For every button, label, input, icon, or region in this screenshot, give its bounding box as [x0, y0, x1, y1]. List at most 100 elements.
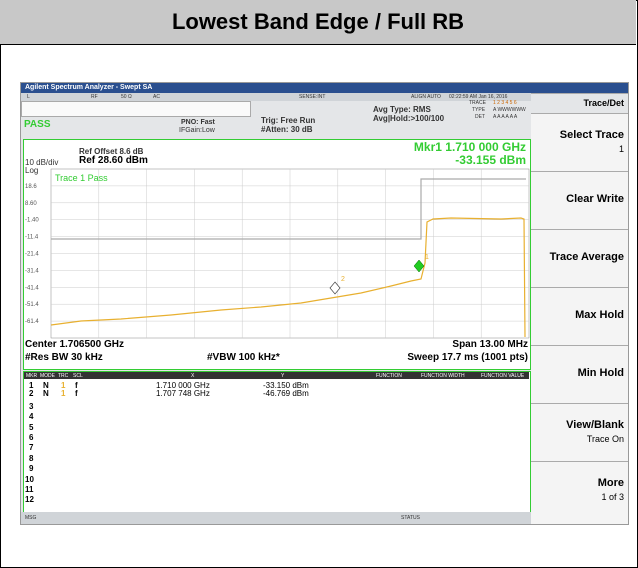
- status-item: L: [27, 94, 30, 100]
- table-header: X: [191, 373, 195, 379]
- table-row-num: 5: [29, 422, 34, 432]
- entry-box: [21, 101, 251, 117]
- pass-indicator: PASS: [24, 119, 51, 130]
- msg: MSG: [25, 515, 37, 521]
- table-cell: N: [43, 388, 49, 398]
- softkey[interactable]: [531, 461, 628, 524]
- y-label: -31.4: [25, 268, 39, 274]
- status: STATUS: [401, 515, 420, 521]
- limit-line: [51, 178, 526, 240]
- trace-pass: Trace 1 Pass: [55, 173, 108, 183]
- trace-line: [50, 217, 526, 338]
- softkey-label: Trace/Det: [583, 98, 624, 108]
- softkey-sub: Trace On: [586, 434, 624, 444]
- bottom-bar: [21, 512, 531, 524]
- table-row-num: 6: [29, 433, 34, 442]
- attenuation: #Atten: 30 dB: [261, 125, 313, 134]
- table-row-num: 7: [29, 443, 34, 453]
- analyzer-screenshot: Agilent Spectrum Analyzer - Swept SA L RF…: [20, 82, 629, 525]
- softkey-sub: 1 of 3: [601, 492, 624, 502]
- table-cell: -33.150 dBm: [263, 381, 309, 390]
- y-label: -21.4: [25, 252, 39, 258]
- softkey-label: More: [597, 477, 624, 489]
- softkey[interactable]: [531, 171, 628, 229]
- softkey[interactable]: [531, 287, 628, 345]
- softkey[interactable]: [531, 403, 628, 461]
- rbw: #Res BW 30 kHz: [25, 352, 103, 363]
- softkey-label: Select Trace: [559, 129, 624, 141]
- type-value: A WWWWWW: [493, 107, 526, 113]
- table-header: FUNCTION: [376, 373, 402, 379]
- marker-1: [413, 259, 425, 273]
- table-cell: 1.707 748 GHz: [156, 388, 210, 398]
- table-row-num: 12: [25, 495, 34, 505]
- type-label: TYPE: [472, 107, 486, 113]
- softkey-label: Trace Average: [549, 251, 624, 263]
- window-bar: [21, 83, 628, 93]
- table-cell: 2: [29, 388, 34, 398]
- softkey-sub: 1: [618, 144, 624, 154]
- center-freq: Center 1.706500 GHz: [25, 339, 124, 350]
- vbw: #VBW 100 kHz*: [207, 352, 280, 363]
- marker-level: -33.155 dBm: [455, 153, 526, 167]
- table-cell: -46.769 dBm: [263, 388, 309, 398]
- sweep: Sweep 17.7 ms (1001 pts): [407, 352, 528, 363]
- y-label: 8.60: [25, 201, 37, 207]
- det-label: DET: [475, 114, 485, 120]
- softkey[interactable]: [531, 229, 628, 287]
- table-header: TRC: [58, 373, 69, 379]
- status-strip: [21, 93, 531, 101]
- report-title: Lowest Band Edge / Full RB: [0, 0, 636, 45]
- marker-2-label: 2: [341, 276, 345, 283]
- softkey-label: Max Hold: [575, 309, 624, 321]
- status-item: SENSE:INT: [299, 94, 326, 100]
- table-cell: 1: [61, 388, 66, 398]
- table-row-num: 4: [29, 412, 34, 422]
- table-cell: 1: [61, 381, 66, 390]
- y-label: -61.4: [25, 319, 39, 325]
- log-label: Log: [25, 166, 39, 175]
- ifgain: IFGain:Low: [179, 127, 215, 134]
- y-label: -11.4: [25, 235, 39, 241]
- table-header: FUNCTION WIDTH: [421, 373, 465, 379]
- marker-1-label: 1: [425, 254, 429, 261]
- det-value: A A A A A A: [493, 114, 518, 120]
- table-cell: f: [75, 381, 78, 390]
- y-label: -1.40: [25, 218, 39, 224]
- table-header-bar: [24, 372, 529, 379]
- trigger: Trig: Free Run: [261, 116, 316, 125]
- table-header: FUNCTION VALUE: [481, 373, 525, 379]
- status-item: 50 Ω: [121, 94, 132, 100]
- softkey: [531, 93, 628, 113]
- avg-hold: Avg|Hold:>100/100: [373, 114, 445, 123]
- table-row-num: 8: [29, 453, 34, 463]
- y-label: -41.4: [25, 285, 39, 291]
- table-header: SCL: [73, 373, 83, 379]
- table-header: Y: [281, 373, 285, 379]
- table-row-num: 3: [29, 401, 34, 411]
- marker-frequency: Mkr1 1.710 000 GHz: [413, 140, 526, 154]
- table-cell: N: [43, 381, 49, 390]
- avg-type: Avg Type: RMS: [373, 105, 431, 114]
- span: Span 13.00 MHz: [452, 339, 528, 350]
- window-title: Agilent Spectrum Analyzer - Swept SA: [25, 84, 153, 91]
- y-label: -51.4: [25, 302, 39, 308]
- status-item: RF: [91, 94, 98, 100]
- grid: [51, 169, 529, 338]
- table-cell: 1.710 000 GHz: [156, 381, 210, 390]
- status-item: ALIGN AUTO: [411, 94, 441, 100]
- ref-level: Ref 28.60 dBm: [79, 155, 148, 166]
- softkey[interactable]: [531, 113, 628, 171]
- table-row-num: 9: [29, 464, 34, 474]
- softkey-label: Clear Write: [566, 193, 624, 205]
- y-label: 18.6: [25, 184, 37, 190]
- trace-label: TRACE: [469, 100, 486, 106]
- table-cell: 1: [29, 381, 34, 390]
- softkey-label: View/Blank: [566, 419, 624, 431]
- marker-2: [329, 281, 341, 295]
- softkey[interactable]: [531, 345, 628, 403]
- table-header: MKR: [26, 373, 38, 379]
- plot: 1 2 Trace 1 Pass 18.6 8.60 -1.40 -11.4 -21.4…: [25, 168, 530, 339]
- scale: 10 dB/div: [25, 158, 59, 167]
